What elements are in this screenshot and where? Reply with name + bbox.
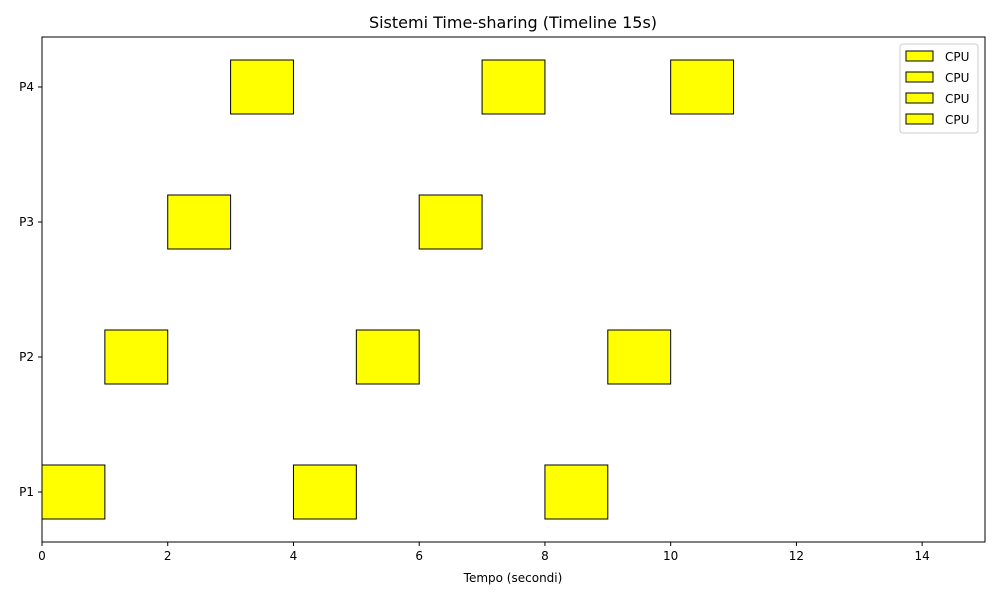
cpu-bar-p4-0 [230,59,294,115]
cpu-bar-p4-1 [481,59,546,115]
y-tick-label-p3: P3 [19,215,34,229]
x-axis: 0 2 4 6 8 10 12 14 [38,542,930,563]
legend-swatch [905,113,934,125]
cpu-bar-p2-1 [355,329,420,385]
x-tick-label: 8 [541,549,549,563]
legend-label: CPU [945,71,969,85]
cpu-bar-p2-2 [607,329,672,385]
cpu-bar-p3-0 [167,194,232,250]
y-axis: P1 P2 P3 P4 [19,80,42,499]
y-tick-label-p1: P1 [19,485,34,499]
cpu-bar-p2-0 [104,329,169,385]
y-tick-label-p4: P4 [19,80,34,94]
chart-title: Sistemi Time-sharing (Timeline 15s) [369,13,657,32]
x-tick-label: 10 [663,549,678,563]
x-tick-label: 4 [290,549,298,563]
x-tick-label: 12 [789,549,804,563]
legend-swatch [905,92,934,104]
x-tick-label: 0 [38,549,46,563]
x-tick-label: 2 [164,549,172,563]
x-tick-label: 6 [415,549,423,563]
legend-box [899,43,979,134]
plot-area [41,59,735,520]
legend-label: CPU [945,92,969,106]
x-axis-label: Tempo (secondi) [463,571,563,585]
legend-swatch [905,50,934,62]
legend-label: CPU [945,50,969,64]
cpu-bar-p1-1 [292,464,357,520]
legend: CPU CPU CPU CPU [899,43,979,134]
x-tick-label: 14 [914,549,929,563]
plot-frame [41,36,986,543]
cpu-bar-p4-2 [670,59,735,115]
cpu-bar-p3-1 [418,194,483,250]
legend-swatch [905,71,934,83]
legend-label: CPU [945,113,969,127]
cpu-bar-p1-2 [544,464,609,520]
cpu-bar-p1-0 [41,464,106,520]
y-tick-label-p2: P2 [19,350,34,364]
